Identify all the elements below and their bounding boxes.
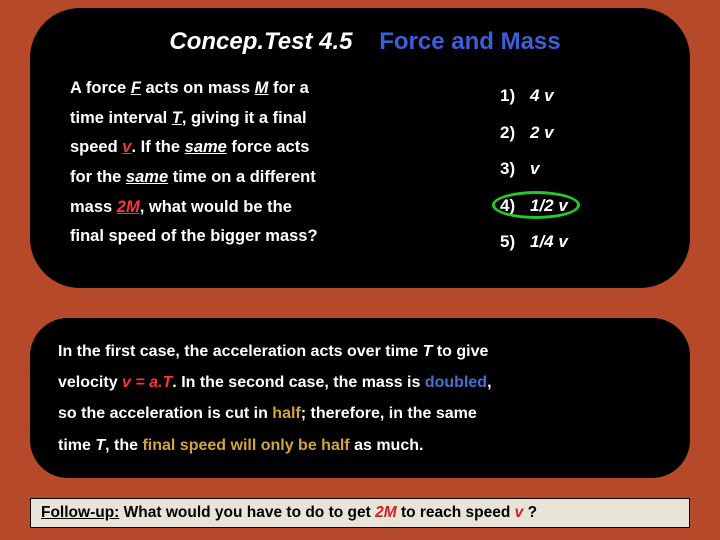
top-content: A force F acts on mass M for a time inte… (70, 74, 660, 261)
followup-label: Follow-up: (41, 504, 119, 521)
title-part2: Force and Mass (379, 28, 560, 55)
question-panel: Concep.Test 4.5 Force and Mass A force F… (30, 8, 690, 288)
slide-title: Concep.Test 4.5 Force and Mass (70, 28, 660, 56)
answer-option: 5) 1/4 v (500, 224, 660, 261)
question-text: A force F acts on mass M for a time inte… (70, 74, 470, 261)
answer-option: 3) v (500, 151, 660, 188)
answer-option: 2) 2 v (500, 115, 660, 152)
followup-panel: Follow-up: What would you have to do to … (30, 498, 690, 528)
explanation-panel: In the first case, the acceleration acts… (30, 318, 690, 478)
title-part1: Concep.Test 4.5 (169, 28, 352, 55)
answer-option: 1) 4 v (500, 78, 660, 115)
answer-list: 1) 4 v 2) 2 v 3) v 4) 1/2 v 5) 1/4 v (500, 74, 660, 261)
answer-option-correct: 4) 1/2 v (500, 188, 660, 225)
